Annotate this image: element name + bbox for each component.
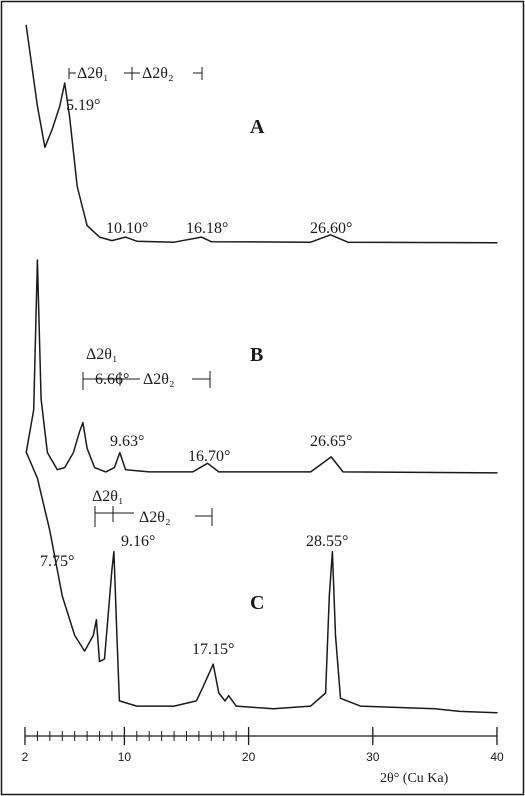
peak-label: 16.18°: [186, 220, 228, 237]
x-axis-label: 2θ° (Cu Ka): [380, 771, 449, 786]
delta-2theta-1-label: Δ2θ₁: [92, 488, 124, 505]
x-tick-label: 2: [22, 750, 29, 764]
x-tick-label: 40: [490, 750, 504, 764]
delta-bracket-c: [94, 506, 213, 527]
delta-bracket-b: [82, 371, 211, 390]
x-tick-label: 20: [242, 750, 256, 764]
peak-label: 7.75°: [40, 553, 74, 570]
delta-2theta-2-label: Δ2θ₂: [143, 371, 175, 388]
series-b-curve: [25, 259, 498, 474]
series-c-label: C: [250, 592, 264, 614]
x-axis-major-ticks: 2 10 20 30 40: [22, 727, 504, 764]
peak-label: 17.15°: [192, 641, 234, 658]
series-c-curve: [25, 451, 498, 714]
delta-2theta-1-label: Δ2θ₁: [77, 65, 109, 82]
delta-2theta-1-label: Δ2θ₁: [86, 346, 118, 363]
series-b-label: B: [250, 344, 263, 366]
x-axis-minor-ticks: [36, 731, 237, 741]
peak-label: 9.16°: [121, 533, 155, 550]
series-a-label: A: [250, 116, 265, 138]
peak-label: 16.70°: [188, 448, 230, 465]
peak-label: 10.10°: [106, 220, 148, 237]
peak-label: 28.55°: [306, 533, 348, 550]
delta-bracket-a: [68, 67, 203, 80]
x-tick-label: 30: [366, 750, 380, 764]
delta-2theta-2-label: Δ2θ₂: [139, 509, 171, 526]
x-tick-label: 10: [118, 750, 132, 764]
series-a-curve: [25, 24, 498, 244]
peak-label: 26.60°: [310, 220, 352, 237]
delta-2theta-2-label: Δ2θ₂: [142, 65, 174, 82]
peak-label: 26.65°: [310, 433, 352, 450]
peak-label: 5.19°: [66, 97, 100, 114]
peak-label: 9.63°: [110, 433, 144, 450]
